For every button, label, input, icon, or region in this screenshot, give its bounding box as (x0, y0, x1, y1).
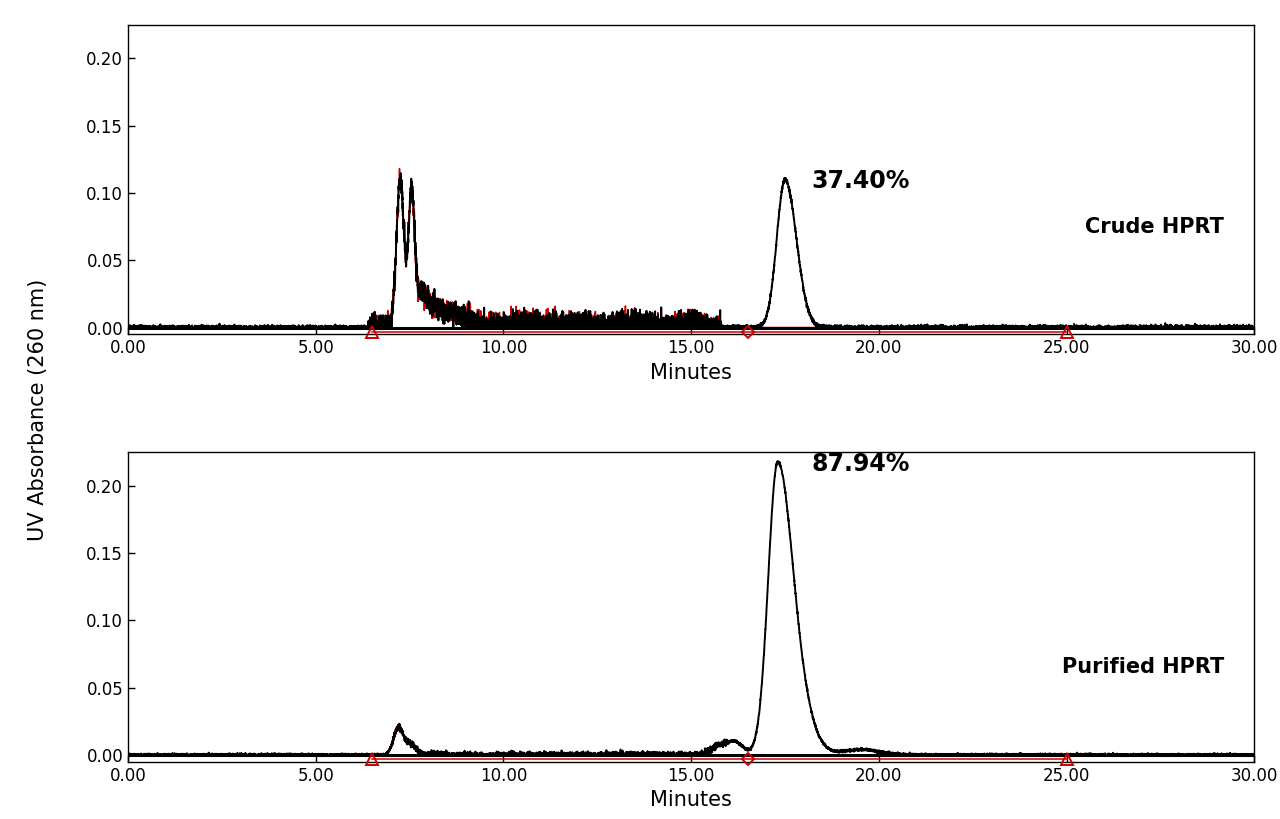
Text: Crude HPRT: Crude HPRT (1085, 216, 1225, 237)
X-axis label: Minutes: Minutes (650, 363, 732, 382)
Text: UV Absorbance (260 nm): UV Absorbance (260 nm) (28, 278, 49, 541)
Text: Purified HPRT: Purified HPRT (1062, 658, 1225, 677)
Text: 87.94%: 87.94% (812, 452, 910, 476)
X-axis label: Minutes: Minutes (650, 790, 732, 810)
Text: 37.40%: 37.40% (812, 169, 910, 193)
